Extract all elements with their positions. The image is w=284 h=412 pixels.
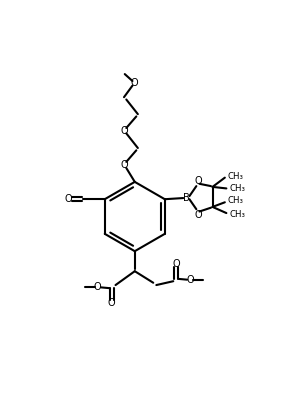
Text: B: B (183, 193, 190, 203)
Text: O: O (186, 275, 194, 285)
Text: O: O (194, 210, 202, 220)
Text: O: O (120, 126, 128, 136)
Text: CH₃: CH₃ (229, 210, 245, 219)
Text: O: O (108, 298, 116, 308)
Text: CH₃: CH₃ (228, 172, 244, 180)
Text: CH₃: CH₃ (228, 196, 244, 205)
Text: O: O (131, 78, 139, 88)
Text: CH₃: CH₃ (229, 184, 245, 193)
Text: O: O (65, 194, 72, 204)
Text: O: O (173, 259, 180, 269)
Text: O: O (94, 282, 102, 293)
Text: O: O (120, 160, 128, 170)
Text: O: O (194, 176, 202, 186)
